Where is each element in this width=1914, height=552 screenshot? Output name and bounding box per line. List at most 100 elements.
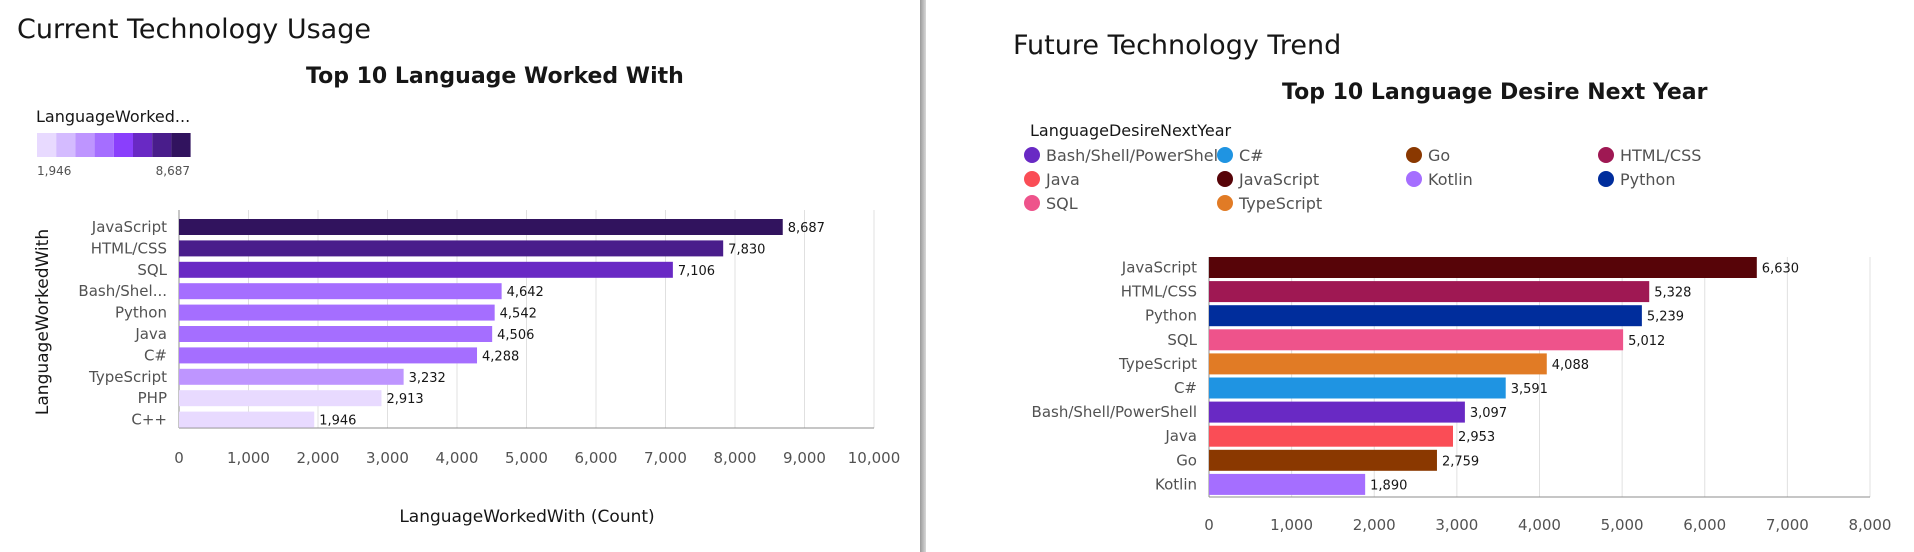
- x-tick-label: 0: [1204, 516, 1214, 534]
- legend-scale-swatch: [152, 133, 172, 157]
- bar-kotlin: [1209, 473, 1366, 495]
- x-tick-label: 1,000: [1270, 516, 1313, 534]
- x-tick-label: 2,000: [297, 449, 340, 467]
- data-label: 4,542: [500, 307, 537, 322]
- y-tick-label: JavaScript: [91, 218, 167, 236]
- legend-swatch-python: [1598, 171, 1614, 187]
- data-label: 2,953: [1458, 430, 1495, 445]
- bar-c: [179, 411, 315, 428]
- legend-swatch-sql: [1024, 195, 1040, 211]
- legend-label-bash-shell-powershell: Bash/Shell/PowerShell: [1046, 146, 1222, 165]
- x-tick-label: 2,000: [1353, 516, 1396, 534]
- data-label: 2,759: [1442, 454, 1479, 469]
- data-label: 3,591: [1511, 382, 1548, 397]
- bar-typescript: [179, 368, 404, 385]
- left-panel: Current Technology Usage Top 10 Language…: [0, 0, 920, 552]
- data-label: 7,106: [678, 264, 715, 279]
- data-label: 5,328: [1654, 286, 1691, 301]
- legend-scale-swatch: [56, 133, 76, 157]
- legend-label-html-css: HTML/CSS: [1620, 146, 1701, 165]
- legend-label-sql: SQL: [1046, 194, 1078, 213]
- y-tick-label: C++: [131, 411, 167, 429]
- x-tick-label: 6,000: [1683, 516, 1726, 534]
- legend-label-kotlin: Kotlin: [1428, 170, 1473, 189]
- legend-swatch-javascript: [1217, 171, 1233, 187]
- section-title-current: Current Technology Usage: [17, 14, 371, 45]
- legend-label-c: C#: [1239, 146, 1264, 165]
- y-tick-label: HTML/CSS: [91, 239, 167, 257]
- y-tick-label: C#: [1174, 379, 1197, 397]
- chart-worked-with: 0 1,000 2,000 3,000 4,000 5,000 6,000 7,000 8,00…: [33, 133, 901, 527]
- chart-title-worked-with: Top 10 Language Worked With: [306, 64, 684, 89]
- data-label: 1,890: [1370, 478, 1407, 493]
- y-tick-label: Bash/Shel...: [78, 282, 167, 300]
- data-label: 6,630: [1762, 262, 1799, 277]
- bar-javascript: [1209, 257, 1757, 278]
- y-tick-label: Kotlin: [1155, 475, 1197, 493]
- panel-divider: [920, 0, 926, 552]
- legend-scale-swatch: [133, 133, 153, 157]
- x-tick-label: 8,000: [714, 449, 757, 467]
- y-tick-label: C#: [144, 346, 167, 364]
- x-tick-label: 7,000: [1766, 516, 1809, 534]
- legend-label-go: Go: [1428, 146, 1450, 165]
- bar-c: [1209, 377, 1506, 399]
- right-panel: Future Technology Trend Top 10 Language …: [926, 0, 1914, 552]
- bar-html-css: [1209, 281, 1650, 303]
- legend-scale-swatch: [113, 133, 133, 157]
- bar-javascript: [179, 219, 783, 235]
- legend-scale-min-label: 1,946: [37, 164, 71, 178]
- data-label: 3,097: [1470, 406, 1507, 421]
- bar-python: [179, 304, 495, 321]
- bar-typescript: [1209, 353, 1547, 375]
- legend-swatch-java: [1024, 171, 1040, 187]
- y-tick-label: JavaScript: [1121, 259, 1197, 277]
- data-label: 5,012: [1628, 334, 1665, 349]
- x-tick-label: 10,000: [848, 449, 901, 467]
- x-axis-title: LanguageWorkedWith (Count): [399, 507, 654, 527]
- y-tick-label: Python: [115, 304, 167, 322]
- x-tick-label: 4,000: [1518, 516, 1561, 534]
- x-tick-label: 1,000: [227, 449, 270, 467]
- bar-bash-shell-powershell: [1209, 401, 1465, 423]
- legend-scale-swatch: [94, 133, 114, 157]
- legend-scale-swatch: [171, 133, 191, 157]
- y-tick-label: PHP: [138, 389, 167, 407]
- bar-c: [179, 347, 478, 364]
- legend-swatch-kotlin: [1406, 171, 1422, 187]
- section-title-future: Future Technology Trend: [1013, 30, 1342, 61]
- data-label: 4,506: [497, 328, 534, 343]
- y-tick-label: HTML/CSS: [1121, 283, 1197, 301]
- data-label: 5,239: [1647, 310, 1684, 325]
- x-tick-label: 7,000: [644, 449, 687, 467]
- data-label: 4,088: [1552, 358, 1589, 373]
- legend-label-javascript: JavaScript: [1238, 170, 1319, 189]
- bar-java: [1209, 425, 1453, 447]
- y-tick-label: Bash/Shell/PowerShell: [1032, 403, 1197, 421]
- x-tick-label: 9,000: [783, 449, 826, 467]
- data-label: 7,830: [728, 242, 765, 257]
- data-label: 8,687: [788, 221, 825, 236]
- x-tick-label: 5,000: [505, 449, 548, 467]
- y-tick-label: TypeScript: [88, 368, 167, 386]
- y-axis-title: LanguageWorkedWith: [33, 229, 53, 415]
- y-tick-label: Java: [134, 325, 167, 343]
- data-label: 4,288: [482, 349, 519, 364]
- legend-title-desire-next-year: LanguageDesireNextYear: [1030, 121, 1232, 140]
- bar-php: [179, 390, 382, 407]
- y-tick-label: TypeScript: [1118, 355, 1197, 373]
- bar-bash-shel: [179, 283, 502, 300]
- bar-python: [1209, 305, 1642, 327]
- bar-sql: [1209, 329, 1624, 351]
- y-tick-label: SQL: [137, 261, 167, 279]
- data-label: 2,913: [386, 392, 423, 407]
- y-tick-label: Java: [1164, 427, 1197, 445]
- y-tick-label: SQL: [1167, 331, 1197, 349]
- bar-go: [1209, 449, 1437, 471]
- y-tick-label: Go: [1176, 451, 1197, 469]
- y-tick-label: Python: [1145, 307, 1197, 325]
- data-label: 3,232: [409, 371, 446, 386]
- legend-swatch-bash-shell-powershell: [1024, 147, 1040, 163]
- data-label: 1,946: [319, 414, 356, 429]
- legend-label-typescript: TypeScript: [1238, 194, 1322, 213]
